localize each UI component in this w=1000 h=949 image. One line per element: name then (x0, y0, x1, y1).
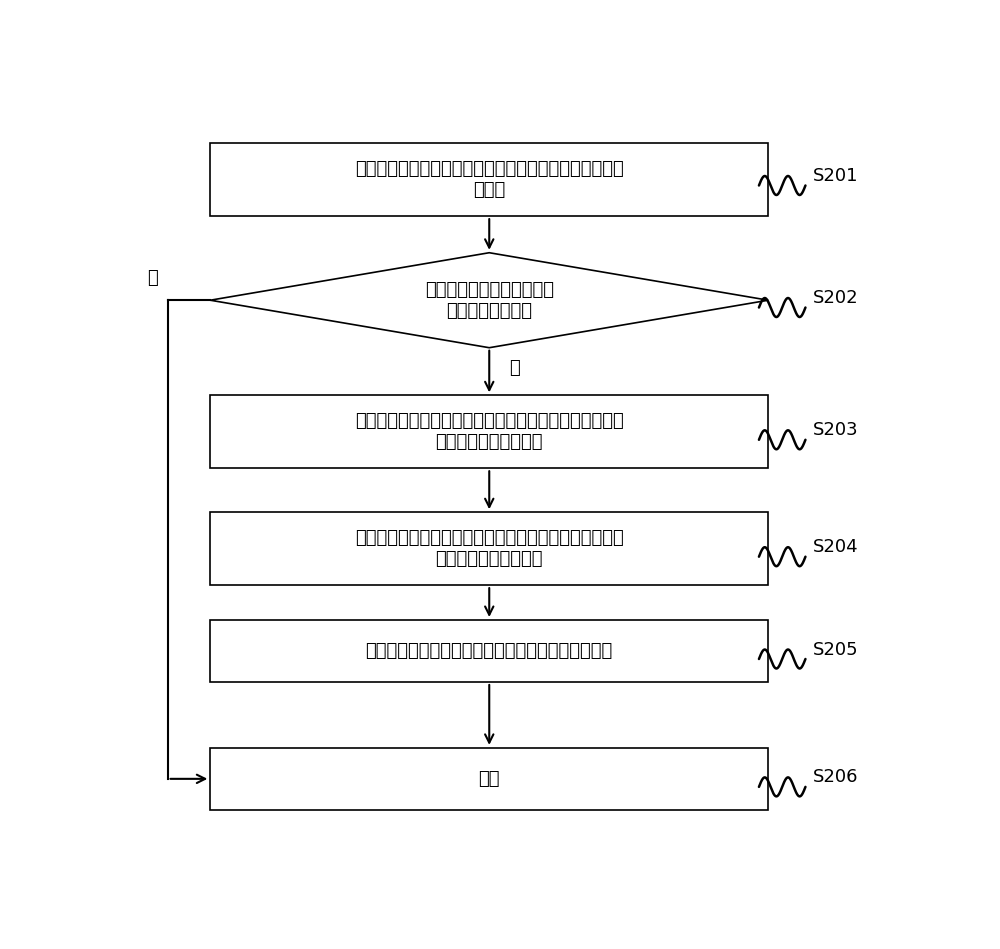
Text: S206: S206 (813, 769, 859, 787)
Text: 结束: 结束 (479, 770, 500, 788)
Text: 否: 否 (147, 270, 158, 287)
Polygon shape (210, 252, 768, 347)
Text: 是: 是 (509, 359, 519, 377)
Text: S203: S203 (813, 421, 859, 439)
Text: S201: S201 (813, 167, 859, 185)
FancyBboxPatch shape (210, 395, 768, 468)
Text: 根据第二行驶速度和第二行驶方向，确定对端机器人行驶
到冲突节点的第二时刻: 根据第二行驶速度和第二行驶方向，确定对端机器人行驶 到冲突节点的第二时刻 (355, 530, 624, 568)
Text: S204: S204 (813, 538, 859, 556)
Text: 如果第一时刻和第二时刻相同，则确定存在路径冲突: 如果第一时刻和第二时刻相同，则确定存在路径冲突 (366, 642, 613, 660)
FancyBboxPatch shape (210, 512, 768, 586)
Text: S202: S202 (813, 289, 859, 307)
Text: 从第一行驶数据中提取第一节点和第二行驶数据中提取第
二节点: 从第一行驶数据中提取第一节点和第二行驶数据中提取第 二节点 (355, 160, 624, 199)
Text: 根据第一行驶速度和第一行驶方向，确定本端机器人行驶
到冲突节点的第一时刻: 根据第一行驶速度和第一行驶方向，确定本端机器人行驶 到冲突节点的第一时刻 (355, 413, 624, 451)
FancyBboxPatch shape (210, 143, 768, 216)
Text: S205: S205 (813, 641, 859, 659)
FancyBboxPatch shape (210, 748, 768, 809)
FancyBboxPatch shape (210, 620, 768, 682)
Text: 判断第一节点和第二节点中
是否存在冲突节点: 判断第一节点和第二节点中 是否存在冲突节点 (425, 281, 554, 320)
